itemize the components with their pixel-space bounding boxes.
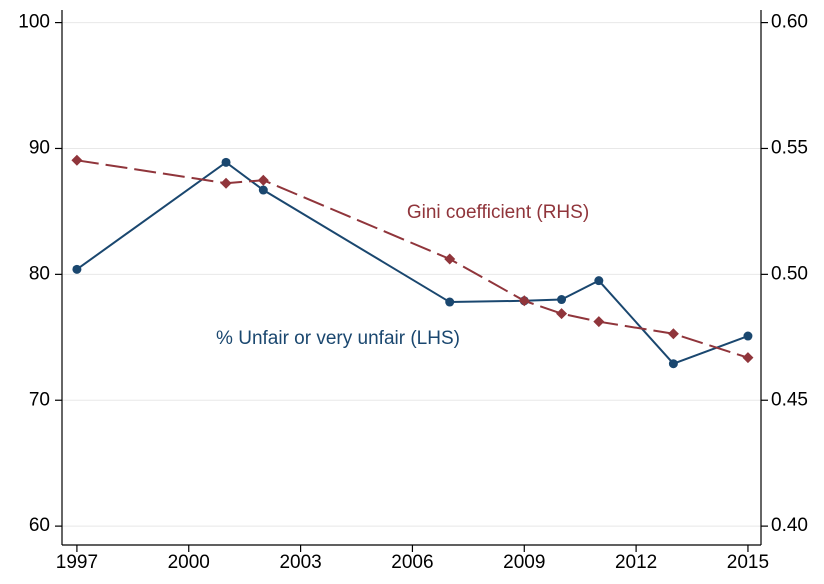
y-tick-label: 70 <box>29 389 50 410</box>
x-tick-label: 2003 <box>279 552 321 573</box>
point-marker <box>557 295 567 305</box>
x-tick-label: 1997 <box>56 552 98 573</box>
y-tick-label: 90 <box>29 137 50 158</box>
series-annotation: Gini coefficient (RHS) <box>407 202 589 223</box>
x-tick-label: 2015 <box>727 552 769 573</box>
point-marker <box>668 359 678 369</box>
y-tick-label: 80 <box>29 263 50 284</box>
point-marker <box>667 328 679 340</box>
x-tick-label: 2000 <box>168 552 210 573</box>
series-annotation: % Unfair or very unfair (LHS) <box>216 328 460 349</box>
y2-tick-label: 0.45 <box>771 389 808 410</box>
y2-tick-label: 0.40 <box>771 515 808 536</box>
point-marker <box>221 157 231 167</box>
point-marker <box>220 177 232 189</box>
point-marker <box>593 316 605 328</box>
y-tick-label: 100 <box>18 12 50 33</box>
point-marker <box>257 174 269 186</box>
point-marker <box>556 308 568 320</box>
x-tick-label: 2006 <box>391 552 433 573</box>
point-marker <box>445 297 455 307</box>
point-marker <box>518 295 530 307</box>
x-tick-label: 2009 <box>503 552 545 573</box>
y2-tick-label: 0.50 <box>771 263 808 284</box>
y-tick-label: 60 <box>29 515 50 536</box>
point-marker <box>594 276 604 286</box>
point-marker <box>742 352 754 364</box>
y2-tick-label: 0.60 <box>771 12 808 33</box>
point-marker <box>258 185 268 195</box>
x-tick-label: 2012 <box>615 552 657 573</box>
point-marker <box>71 154 83 166</box>
plot: 60 70 80 90 100 0.40 0.45 0.50 0.55 0.60 1997 2000 2… <box>18 10 808 573</box>
point-marker <box>743 331 753 341</box>
point-marker <box>72 264 82 274</box>
y2-tick-label: 0.55 <box>771 137 808 158</box>
point-marker <box>444 253 456 265</box>
